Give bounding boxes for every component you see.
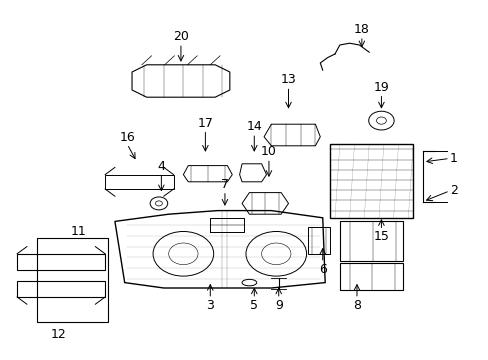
Text: 13: 13 xyxy=(280,73,296,86)
Text: 9: 9 xyxy=(274,299,282,312)
Text: 10: 10 xyxy=(261,145,276,158)
Text: 14: 14 xyxy=(246,120,262,133)
Text: 20: 20 xyxy=(173,30,188,43)
Text: 5: 5 xyxy=(250,299,258,312)
Text: 8: 8 xyxy=(352,299,360,312)
Text: 11: 11 xyxy=(70,225,86,238)
Bar xyxy=(37,238,107,322)
Text: 16: 16 xyxy=(119,131,135,144)
Text: 4: 4 xyxy=(157,160,165,173)
Text: 2: 2 xyxy=(449,184,457,197)
Text: 19: 19 xyxy=(373,81,388,94)
Text: 3: 3 xyxy=(206,299,214,312)
Text: 6: 6 xyxy=(318,263,326,276)
Text: 12: 12 xyxy=(51,328,66,341)
Text: 7: 7 xyxy=(221,178,228,191)
Text: 18: 18 xyxy=(353,23,369,36)
Text: 15: 15 xyxy=(373,230,388,243)
Text: 1: 1 xyxy=(449,152,457,165)
Text: 17: 17 xyxy=(197,117,213,130)
